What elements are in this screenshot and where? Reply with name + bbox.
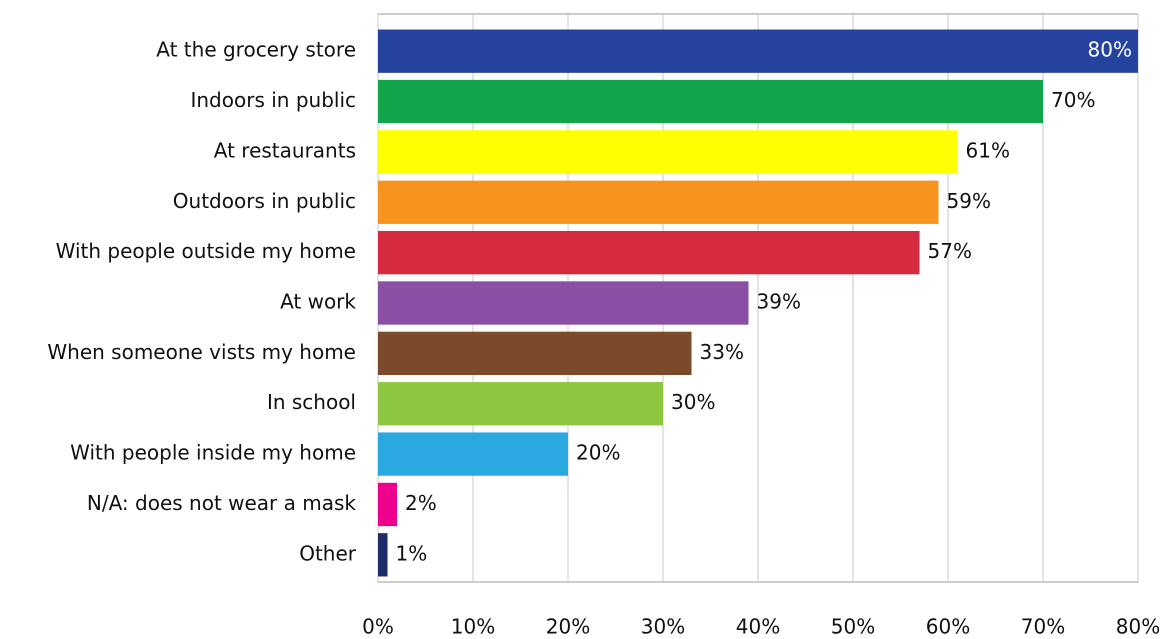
value-label: 20% bbox=[576, 441, 620, 465]
value-label: 61% bbox=[966, 138, 1010, 162]
x-tick-label: 0% bbox=[362, 615, 394, 639]
bar bbox=[378, 482, 397, 527]
x-tick-label: 30% bbox=[641, 615, 685, 639]
value-label: 59% bbox=[947, 189, 991, 213]
value-label: 1% bbox=[396, 541, 428, 565]
y-tick-label: At work bbox=[280, 290, 356, 314]
bar bbox=[378, 281, 749, 325]
value-label: 57% bbox=[928, 239, 972, 263]
bar bbox=[378, 382, 663, 426]
x-tick-label: 40% bbox=[736, 615, 780, 639]
x-tick-label: 10% bbox=[451, 615, 495, 639]
bar bbox=[378, 130, 958, 174]
y-tick-label: With people inside my home bbox=[70, 441, 356, 465]
y-tick-label: At restaurants bbox=[214, 138, 356, 162]
value-label: 2% bbox=[405, 491, 437, 515]
y-tick-label: Indoors in public bbox=[190, 88, 356, 112]
y-tick-label: At the grocery store bbox=[156, 38, 356, 62]
value-label: 80% bbox=[1088, 38, 1132, 62]
y-tick-label: In school bbox=[267, 390, 356, 414]
y-tick-label: Outdoors in public bbox=[173, 189, 356, 213]
value-label: 39% bbox=[757, 290, 801, 314]
bar bbox=[378, 79, 1043, 124]
x-tick-label: 80% bbox=[1116, 615, 1160, 639]
bar bbox=[378, 180, 939, 224]
bar bbox=[378, 432, 568, 476]
y-tick-label: When someone vists my home bbox=[47, 340, 356, 364]
bar bbox=[378, 230, 920, 275]
y-tick-label: Other bbox=[299, 541, 357, 565]
x-tick-label: 20% bbox=[546, 615, 590, 639]
value-label: 30% bbox=[671, 390, 715, 414]
x-tick-label: 60% bbox=[926, 615, 970, 639]
x-tick-label: 70% bbox=[1021, 615, 1065, 639]
y-tick-label: N/A: does not wear a mask bbox=[87, 491, 357, 515]
bar bbox=[378, 29, 1138, 73]
value-label: 70% bbox=[1051, 88, 1095, 112]
bar bbox=[378, 331, 692, 376]
value-label: 33% bbox=[700, 340, 744, 364]
x-tick-label: 50% bbox=[831, 615, 875, 639]
bar bbox=[378, 533, 388, 577]
y-tick-label: With people outside my home bbox=[56, 239, 356, 263]
